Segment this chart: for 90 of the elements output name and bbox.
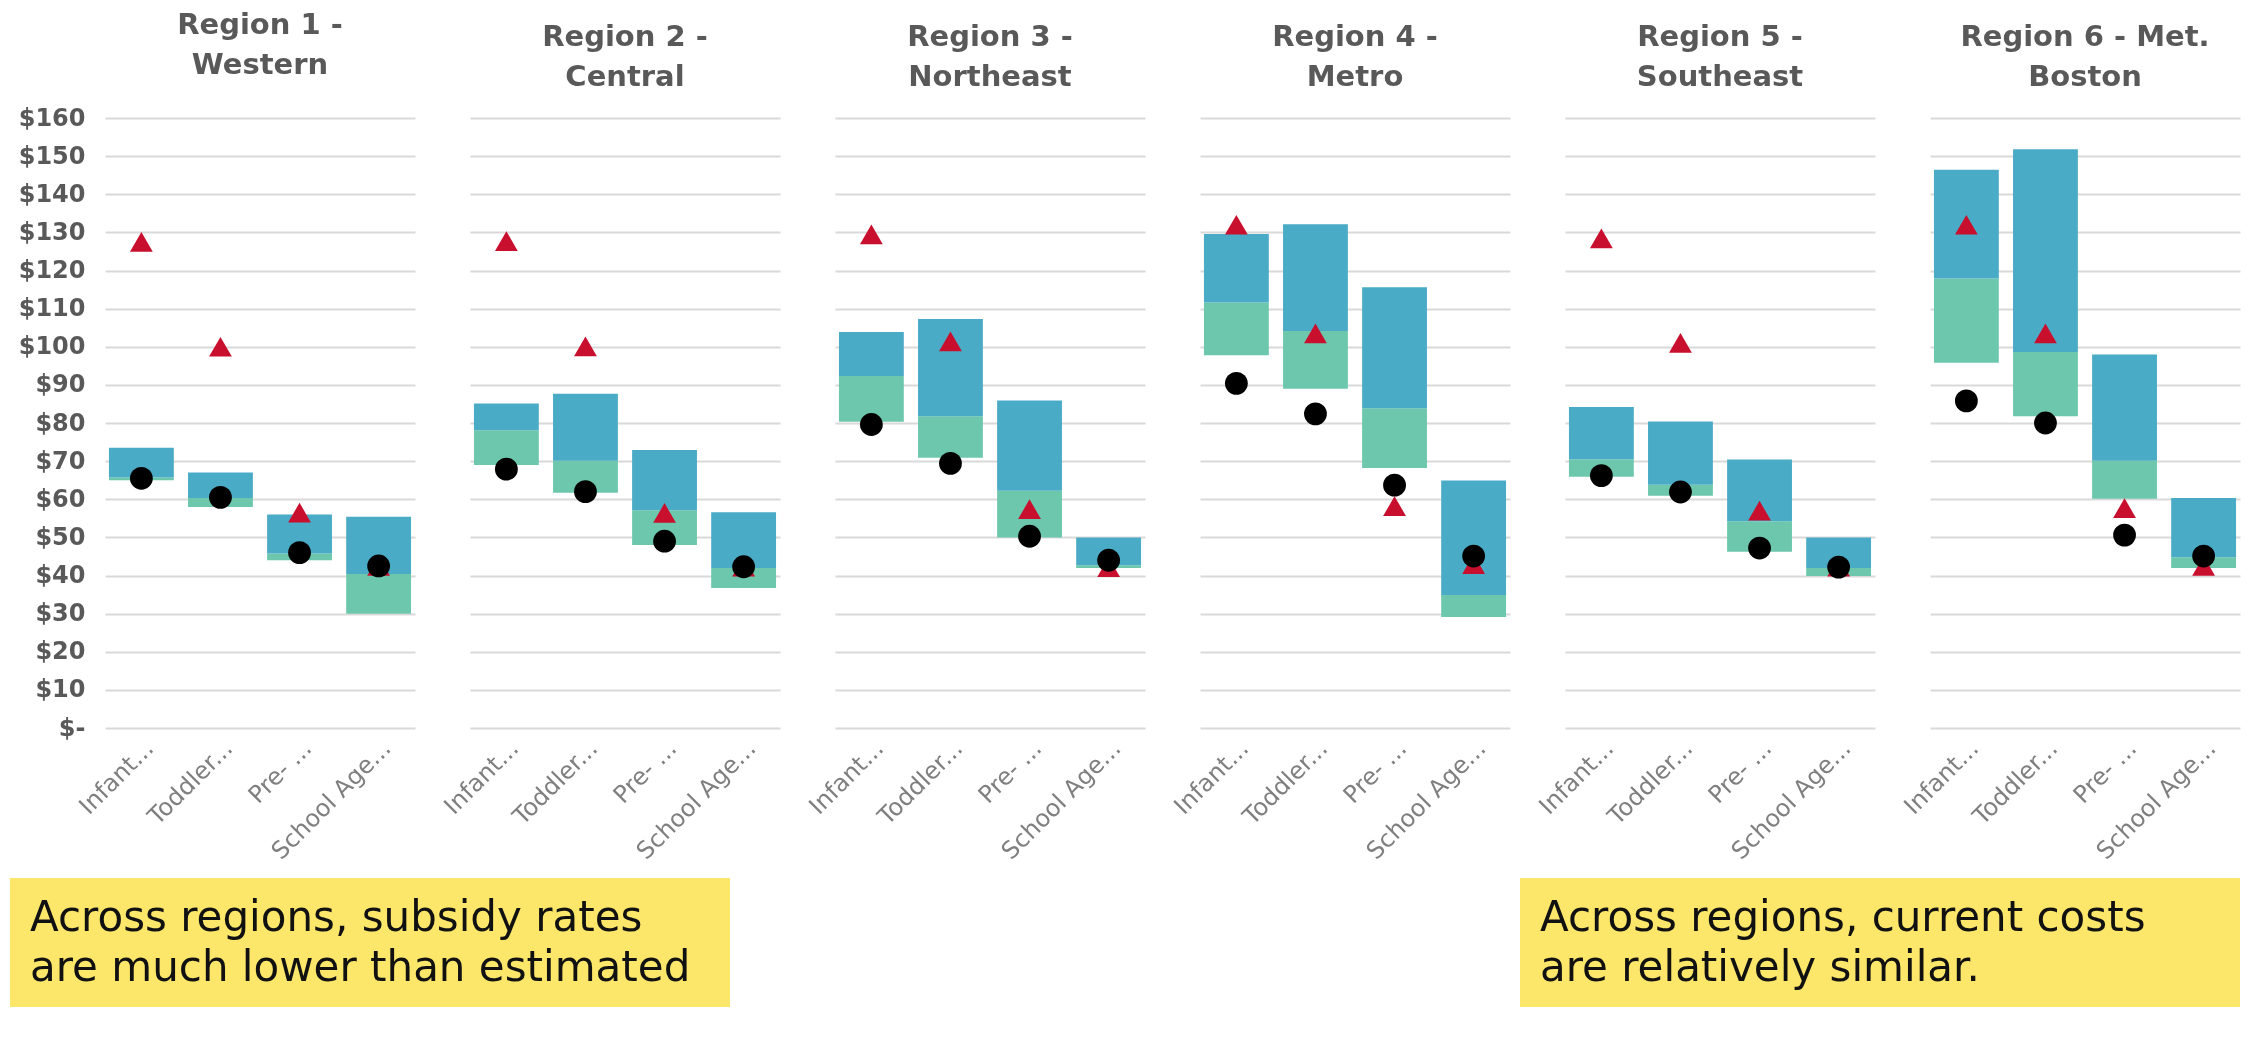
bar xyxy=(346,573,412,614)
bar xyxy=(2013,149,2078,353)
y-tick-label: $100 xyxy=(18,332,86,361)
y-tick-label: $30 xyxy=(35,599,86,628)
y-tick-label: $120 xyxy=(18,256,86,284)
bar xyxy=(473,403,539,431)
y-tick-label: $60 xyxy=(35,484,86,513)
y-tick-label: $80 xyxy=(35,408,86,437)
bar xyxy=(838,376,904,422)
bar xyxy=(997,400,1062,491)
point xyxy=(288,541,311,564)
point xyxy=(1224,371,1248,395)
chart-title: Region 2 - Central xyxy=(542,19,708,93)
point xyxy=(1462,544,1486,568)
point xyxy=(1383,473,1406,497)
point xyxy=(2034,323,2057,344)
y-tick-label: $160 xyxy=(18,103,86,132)
bar xyxy=(553,393,618,461)
point xyxy=(1383,496,1406,516)
point xyxy=(859,413,883,436)
bar xyxy=(918,318,983,417)
bar xyxy=(1283,224,1348,332)
point xyxy=(939,331,962,352)
y-tick-label: $90 xyxy=(35,370,86,399)
point xyxy=(1018,524,1041,548)
point xyxy=(129,466,153,490)
point xyxy=(859,224,883,245)
point xyxy=(2192,544,2216,568)
bar xyxy=(473,430,539,465)
point xyxy=(653,529,676,553)
bar xyxy=(1362,287,1427,409)
point xyxy=(1748,500,1771,521)
point xyxy=(2034,411,2057,435)
bar xyxy=(1203,233,1269,303)
point xyxy=(209,336,232,357)
point xyxy=(1304,323,1327,344)
chart-title: Region 3 - Northeast xyxy=(907,19,1073,93)
y-tick-label: $50 xyxy=(35,522,86,551)
point xyxy=(1954,214,1978,235)
text: Across regions, current costs are relatively similar. xyxy=(1520,878,2240,1007)
point xyxy=(1954,389,1978,413)
point xyxy=(653,503,676,523)
y-tick-label: $70 xyxy=(35,446,86,475)
point xyxy=(1589,464,1613,487)
point xyxy=(1669,480,1692,504)
y-tick-label: $40 xyxy=(35,561,86,589)
bar xyxy=(1727,459,1792,522)
point xyxy=(574,480,597,503)
text: Across regions, subsidy rates are much lower than estimated xyxy=(10,878,730,1007)
y-tick-label: $110 xyxy=(18,294,86,323)
bar xyxy=(1568,406,1634,460)
chart-title: Region 6 - Met. Boston xyxy=(1960,19,2210,93)
y-tick-label: $- xyxy=(58,713,86,742)
point xyxy=(1304,402,1327,426)
y-tick-label: $20 xyxy=(35,637,86,666)
bar xyxy=(1283,331,1348,389)
bar xyxy=(838,331,904,377)
bar xyxy=(1441,480,1507,595)
bar xyxy=(1203,302,1269,356)
bar xyxy=(1648,421,1713,485)
point xyxy=(1669,333,1692,353)
y-tick-label: $140 xyxy=(18,179,86,208)
y-tick-label: $150 xyxy=(18,141,86,170)
chart-title: Region 5 - Southeast xyxy=(1636,19,1804,93)
point xyxy=(1589,228,1613,249)
bar xyxy=(2171,498,2237,558)
point xyxy=(2113,498,2136,518)
bar xyxy=(1933,278,1999,363)
point xyxy=(1224,214,1248,235)
bar xyxy=(1441,594,1507,618)
point xyxy=(939,452,962,475)
bar xyxy=(1933,169,1999,279)
bar xyxy=(2013,352,2078,417)
bar xyxy=(346,516,412,574)
bar xyxy=(1362,408,1427,468)
y-tick-label: $10 xyxy=(35,675,86,704)
bar xyxy=(918,416,983,458)
bar xyxy=(632,450,697,511)
point xyxy=(2113,523,2136,547)
bar xyxy=(2092,354,2157,461)
bar xyxy=(2092,460,2157,499)
bar xyxy=(711,512,777,568)
chart-title: Region 4 - Metro xyxy=(1272,19,1438,93)
point xyxy=(494,231,518,252)
point xyxy=(288,502,311,523)
point xyxy=(574,336,597,357)
chart-title: Region 1 - Western xyxy=(177,7,343,81)
y-tick-label: $130 xyxy=(18,217,86,246)
point xyxy=(494,457,518,481)
point xyxy=(129,232,153,252)
